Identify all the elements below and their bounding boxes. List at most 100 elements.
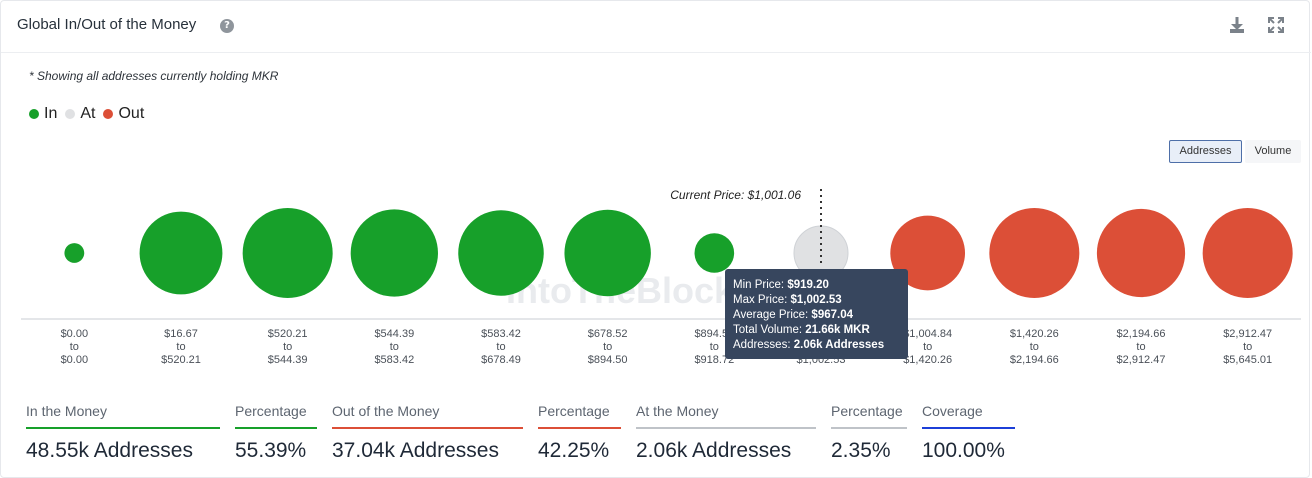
legend-dot-out [103,109,114,119]
x-tick-label: $520.21 [268,328,308,340]
download-icon[interactable] [1227,15,1247,35]
tooltip-value: 2.06k Addresses [793,339,885,351]
x-tick-label: $0.00 [61,328,89,340]
x-tick-label: to [1136,341,1145,353]
stat-value: 100.00% [922,439,1005,462]
x-tick-label: to [390,341,399,353]
x-tick-label: to [923,341,932,353]
addresses-toggle-button[interactable]: Addresses [1169,140,1242,163]
x-tick-label: $520.21 [161,354,201,366]
expand-icon[interactable] [1266,15,1286,35]
x-tick-label: $544.39 [268,354,308,366]
x-tick-label: $1,420.26 [903,354,952,366]
stat-label: At the Money [636,403,816,429]
x-tick-label: to [176,341,185,353]
tooltip-label: Max Price: [733,294,791,306]
stat-label: Coverage [922,403,1015,429]
x-tick-label: $894.50 [588,354,628,366]
x-tick-label: to [710,341,719,353]
stat-label: Percentage [831,403,907,429]
stat-label: In the Money [26,403,220,429]
bubble-in-3[interactable] [350,209,438,297]
tooltip-value: 21.66k MKR [805,324,870,336]
x-tick-label: $0.00 [61,354,89,366]
stat-at-the-money: At the Money 2.06k Addresses [636,403,816,463]
card-header: Global In/Out of the Money ? [1,1,1311,53]
stat-value: 2.06k Addresses [636,439,792,462]
legend-label-in: In [44,105,58,122]
x-tick-label: to [70,341,79,353]
question-circle-icon[interactable]: ? [220,19,234,33]
legend-item-in[interactable]: In [29,105,57,123]
tooltip-label: Min Price: [733,279,788,291]
stat-at-percentage: Percentage 2.35% [831,403,907,463]
x-tick-label: $2,912.47 [1117,354,1166,366]
tooltip-row-total-volume: Total Volume: 21.66k MKR [733,323,908,338]
x-tick-label: to [603,341,612,353]
bubble-out-10[interactable] [1096,208,1186,298]
bubble-in-5[interactable] [564,209,651,297]
tooltip-value: $1,002.53 [790,294,842,306]
stat-value: 2.35% [831,439,891,462]
bubble-in-1[interactable] [139,211,223,295]
x-tick-label: $1,420.26 [1010,328,1059,340]
stat-in-percentage: Percentage 55.39% [235,403,317,463]
legend-dot-at [65,109,76,119]
bubble-out-8[interactable] [890,215,966,291]
tooltip-row-average-price: Average Price: $967.04 [733,308,908,323]
x-tick-label: $2,194.66 [1117,328,1166,340]
tooltip-label: Addresses: [733,339,794,351]
legend-label-out: Out [118,105,145,122]
tooltip-row-max-price: Max Price: $1,002.53 [733,293,908,308]
holding-note: * Showing all addresses currently holdin… [29,69,279,83]
legend-dot-in [29,109,39,119]
volume-toggle-button[interactable]: Volume [1245,140,1301,163]
x-tick-label: $894.50 [694,328,734,340]
bubble-in-2[interactable] [242,208,333,298]
bubble-tooltip: Min Price: $919.20 Max Price: $1,002.53 … [725,269,908,359]
stat-in-the-money: In the Money 48.55k Addresses [26,403,220,463]
tooltip-label: Total Volume: [733,324,806,336]
x-tick-label: $678.49 [481,354,521,366]
stat-label: Out of the Money [332,403,523,429]
tooltip-row-addresses: Addresses: 2.06k Addresses [733,338,908,353]
x-tick-label: $16.67 [164,328,198,340]
x-tick-label: $583.42 [374,354,414,366]
bubble-in-6[interactable] [694,233,735,273]
x-tick-label: $583.42 [481,328,521,340]
bubble-out-9[interactable] [989,208,1080,298]
tooltip-row-min-price: Min Price: $919.20 [733,278,908,293]
tooltip-value: $919.20 [787,279,829,291]
stat-value: 42.25% [538,439,610,462]
current-price-label: Current Price: $1,001.06 [670,188,801,202]
tick-label-group: $0.00to$0.00$16.67to$520.21$520.21to$544… [61,328,1273,366]
x-tick-label: $2,912.47 [1223,328,1272,340]
x-tick-label: to [283,341,292,353]
tooltip-value: $967.04 [811,309,853,321]
chart-legend: In At Out [29,105,152,123]
x-tick-label: $918.72 [694,354,734,366]
x-tick-label: $678.52 [588,328,628,340]
stat-out-percentage: Percentage 42.25% [538,403,621,463]
bubble-out-11[interactable] [1202,208,1293,298]
bubble-in-4[interactable] [458,210,544,296]
bubble-chart: IntoTheBlock $0.00to$0.00$16.67to$520.21… [21,188,1301,366]
x-tick-label: to [1243,341,1252,353]
bubble-in-0[interactable] [64,243,85,263]
stat-coverage: Coverage 100.00% [922,403,1015,463]
stat-value: 55.39% [235,439,307,462]
stat-label: Percentage [538,403,621,429]
card-title: Global In/Out of the Money [17,16,197,33]
stat-label: Percentage [235,403,317,429]
legend-item-at[interactable]: At [65,105,95,123]
bubble-group [64,208,1293,298]
legend-item-out[interactable]: Out [103,105,144,123]
stat-out-of-the-money: Out of the Money 37.04k Addresses [332,403,523,463]
x-tick-label: to [496,341,505,353]
x-tick-label: $2,194.66 [1010,354,1059,366]
legend-label-at: At [80,105,96,122]
x-tick-label: to [1030,341,1039,353]
stat-value: 48.55k Addresses [26,439,193,462]
x-tick-label: $544.39 [374,328,414,340]
